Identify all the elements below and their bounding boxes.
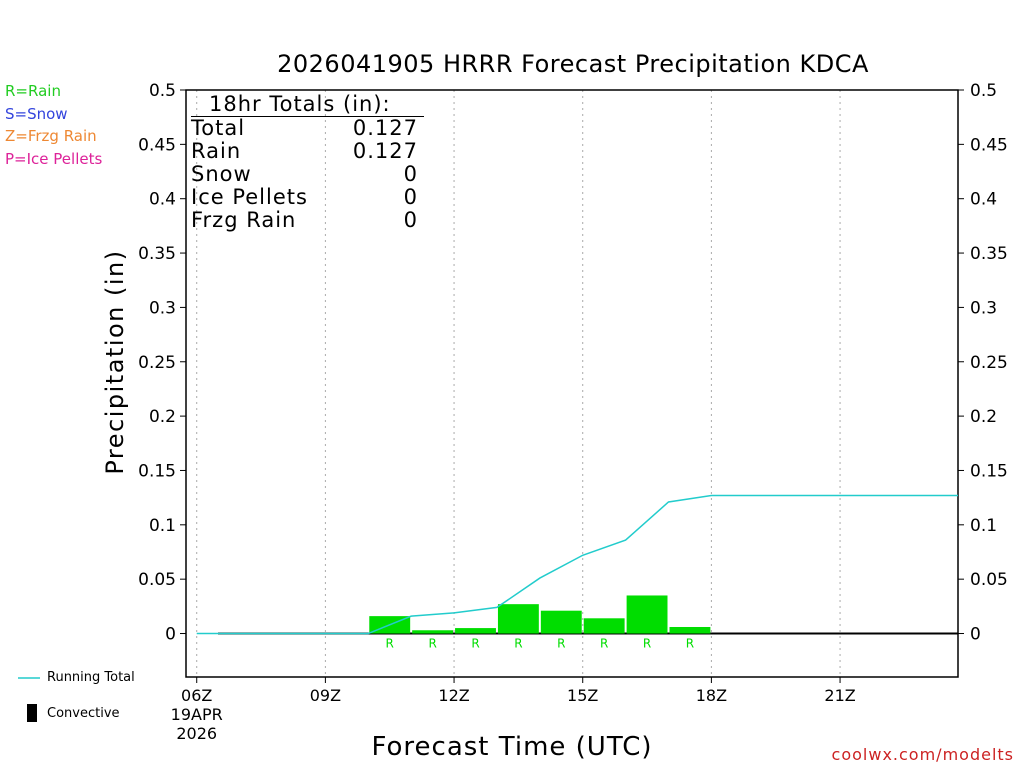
totals-title: 18hr Totals (in): [191,92,424,117]
x-tick-label: 21Z [824,686,855,705]
y-tick-label-right: 0.25 [970,353,1008,373]
x-tick-label: 12Z [438,686,469,705]
x-axis-label: Forecast Time (UTC) [371,732,653,762]
totals-row-snow: Snow 0 [191,163,426,186]
y-tick-label-right: 0.45 [970,135,1008,155]
ptype-snow-key: S=Snow [5,105,68,123]
y-tick-label-right: 0 [970,625,981,645]
totals-value: 0 [403,185,418,209]
precip-bar [669,626,711,634]
totals-label: Ice Pellets [191,185,308,209]
ptype-frzg-rain-key: Z=Frzg Rain [5,127,97,145]
precip-bar [626,595,668,634]
totals-value: 0 [403,162,418,186]
y-tick-label-right: 0.15 [970,461,1008,481]
y-tick-label-left: 0.35 [138,244,176,264]
precip-type-marker: R [686,637,694,651]
credit-link[interactable]: coolwx.com/modelts [831,745,1014,764]
y-tick-label-left: 0 [165,625,176,645]
y-axis-label: Precipitation (in) [101,249,129,475]
precip-type-marker: R [386,637,394,651]
y-tick-label-right: 0.5 [970,81,997,101]
totals-row-ice-pellets: Ice Pellets 0 [191,186,426,209]
totals-row-rain: Rain 0.127 [191,140,426,163]
x-tick-label: 06Z [181,686,212,705]
precip-type-marker: R [600,637,608,651]
y-tick-label-right: 0.1 [970,516,997,536]
ptype-rain-key: R=Rain [5,82,61,100]
x-tick-label: 15Z [567,686,598,705]
precip-type-marker: R [428,637,436,651]
totals-value: 0.127 [352,139,418,163]
y-tick-label-left: 0.2 [149,407,176,427]
x-tick-label: 09Z [310,686,341,705]
x-tick-label: 18Z [696,686,727,705]
ptype-ice-pellets-key: P=Ice Pellets [5,150,103,168]
x-tick-year-label: 2026 [176,724,217,743]
y-tick-label-left: 0.3 [149,298,176,318]
totals-row-total: Total 0.127 [191,117,426,140]
precip-bar [412,630,454,634]
precip-bar [540,610,582,634]
y-tick-label-left: 0.4 [149,190,176,210]
running-total-line [196,494,958,635]
totals-label: Frzg Rain [191,208,297,232]
plot-frame [185,89,959,678]
precip-bar [583,618,625,634]
y-tick-label-right: 0.3 [970,298,997,318]
precip-type-marker: R [514,637,522,651]
y-tick-label-right: 0.05 [970,570,1008,590]
totals-panel: 18hr Totals (in): Total 0.127 Rain 0.127… [191,92,426,232]
y-tick-label-left: 0.25 [138,353,176,373]
totals-label: Snow [191,162,252,186]
totals-row-frzg-rain: Frzg Rain 0 [191,209,426,232]
y-tick-label-right: 0.35 [970,244,1008,264]
y-tick-label-left: 0.1 [149,516,176,536]
legend-convective-swatch [27,704,37,722]
y-tick-label-left: 0.15 [138,461,176,481]
precip-type-marker: R [471,637,479,651]
totals-label: Rain [191,139,242,163]
precip-bar [455,628,496,634]
totals-label: Total [191,116,246,140]
precip-type-marker: R [643,637,651,651]
totals-value: 0 [403,208,418,232]
y-tick-label-right: 0.2 [970,407,997,427]
y-tick-label-left: 0.5 [149,81,176,101]
chart-title: 2026041905 HRRR Forecast Precipitation K… [277,50,869,78]
legend-convective-label: Convective [47,706,120,721]
y-tick-label-left: 0.05 [138,570,176,590]
y-tick-label-right: 0.4 [970,190,997,210]
x-tick-date-label: 19APR [171,705,223,724]
precip-type-marker: R [557,637,565,651]
y-tick-label-left: 0.45 [138,135,176,155]
precip-bar [497,604,539,634]
totals-value: 0.127 [352,116,418,140]
legend-running-total-label: Running Total [47,670,135,685]
